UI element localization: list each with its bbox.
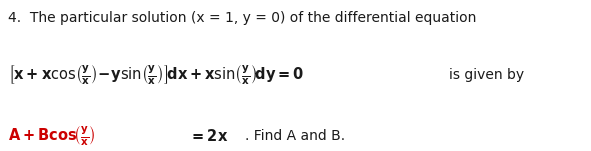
Text: is given by: is given by	[449, 69, 524, 82]
Text: . Find A and B.: . Find A and B.	[245, 129, 345, 143]
Text: $\mathbf{\left[x+x\cos\!\left(\frac{y}{x}\right)\!-\!y\sin\!\left(\frac{y}{x}\ri: $\mathbf{\left[x+x\cos\!\left(\frac{y}{x…	[8, 64, 304, 87]
Text: $\mathbf{=2x}$: $\mathbf{=2x}$	[189, 128, 229, 144]
Text: 4.  The particular solution (x = 1, y = 0) of the differential equation: 4. The particular solution (x = 1, y = 0…	[8, 11, 476, 25]
Text: $\mathbf{A+Bcos\!\left(\frac{y}{x}\right)}$: $\mathbf{A+Bcos\!\left(\frac{y}{x}\right…	[8, 124, 95, 148]
